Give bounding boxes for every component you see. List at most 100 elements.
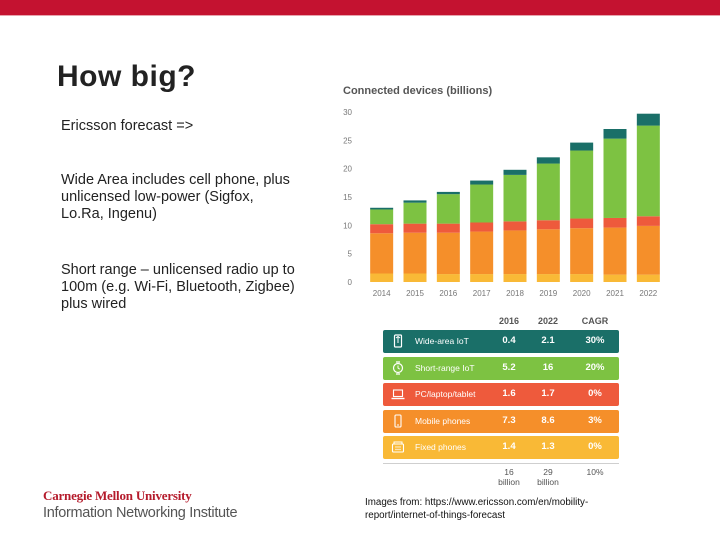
table-row-short-range-iot: Short-range IoT 5.2 16 20% (383, 356, 619, 380)
row-cagr: 3% (588, 414, 602, 426)
y-tick-label: 30 (343, 108, 352, 117)
logo-university: Carnegie Mellon University (43, 488, 192, 503)
bar-segment (536, 274, 560, 282)
y-tick-label: 15 (343, 193, 352, 202)
totals-divider (383, 462, 619, 464)
x-tick-label: 2018 (506, 289, 524, 298)
bar-segment (570, 142, 594, 151)
row-label: PC/laptop/tablet (415, 389, 476, 399)
bar-segment (403, 223, 427, 233)
bar-segment (436, 274, 460, 282)
bar-segment (603, 227, 627, 275)
row-cagr: 30% (585, 335, 605, 346)
bar-segment (370, 209, 394, 225)
row-value-2022: 1.3 (541, 441, 555, 452)
bar-segment (503, 174, 527, 222)
row-value-2022: 16 (542, 361, 554, 373)
row-label: Mobile phones (415, 415, 471, 426)
bar-segment (603, 138, 627, 218)
x-tick-label: 2022 (639, 289, 657, 298)
bar-segment (636, 113, 660, 126)
bar-segment (603, 217, 627, 228)
table-row-fixed-phones: Fixed phones 1.4 1.3 0% (383, 436, 619, 459)
table-row-pc-laptop-tablet: PC/laptop/tablet 1.6 1.7 0% (383, 383, 619, 406)
row-value-2022: 8.6 (541, 414, 555, 426)
row-value-2022: 1.7 (541, 388, 555, 399)
bar-segment (370, 233, 394, 274)
total-2022-value: 29 (543, 466, 553, 477)
total-2016: 16 billion (489, 467, 529, 487)
row-value-2016: 7.3 (502, 414, 516, 426)
x-tick-label: 2015 (406, 289, 424, 298)
bar-segment (636, 225, 660, 275)
header-2016: 2016 (498, 316, 520, 326)
bar-segment (470, 184, 494, 223)
bar-segment (403, 202, 427, 224)
cmu-ini-logo: Carnegie Mellon University Information N… (43, 488, 238, 521)
table-row-wide-area-iot: Wide-area IoT 0.4 2.1 30% (383, 330, 619, 353)
bullet-short-range: Short range – unlicensed radio up to 100… (61, 262, 295, 312)
laptop-icon (391, 389, 405, 400)
cell-tower-icon (393, 334, 403, 348)
cagr-table: 2016 2022 CAGR Wide-area IoT 0.4 2.1 30%… (383, 314, 619, 487)
bullet-ericsson-forecast: Ericsson forecast => (61, 118, 194, 134)
bar-segment (370, 207, 394, 210)
row-value-2016: 0.4 (502, 335, 516, 346)
bar-segment (536, 220, 560, 230)
row-label: Fixed phones (415, 442, 467, 452)
watch-icon (392, 360, 404, 375)
chart-title: Connected devices (billions) (343, 85, 493, 97)
bar-segment (536, 157, 560, 164)
logo-institute: Information Networking Institute (43, 505, 238, 521)
bar-segment (503, 169, 527, 175)
header-cagr: CAGR (581, 316, 609, 326)
y-tick-label: 25 (343, 136, 352, 145)
top-accent-bar (0, 0, 720, 15)
x-tick-label: 2021 (606, 289, 624, 298)
bar-segment (570, 218, 594, 229)
bar-segment (536, 163, 560, 221)
y-tick-label: 5 (348, 250, 353, 259)
x-tick-label: 2020 (573, 289, 591, 298)
bar-segment (603, 274, 627, 282)
table-row-mobile-phones: Mobile phones 7.3 8.6 3% (383, 409, 619, 433)
bar-segment (603, 129, 627, 139)
image-source-caption: Images from: https://www.ericsson.com/en… (365, 497, 589, 521)
row-value-2016: 1.6 (502, 388, 516, 399)
total-cagr: 10% (586, 466, 604, 477)
bar-segment (470, 274, 494, 282)
bar-segment (503, 274, 527, 282)
bar-segment (570, 150, 594, 219)
table-header: 2016 2022 CAGR (383, 314, 619, 330)
bar-segment (503, 221, 527, 231)
total-2022-unit: billion (537, 476, 559, 487)
desk-phone-icon (391, 441, 405, 453)
bar-segment (370, 273, 394, 282)
bar-segment (570, 228, 594, 275)
bar-segment (470, 180, 494, 185)
row-value-2016: 5.2 (502, 361, 516, 373)
mobile-phone-icon (394, 413, 402, 428)
bar-segment (470, 222, 494, 232)
row-label: Short-range IoT (415, 362, 475, 373)
table-totals: 16 billion 29 billion 10% (383, 462, 619, 487)
bar-segment (636, 216, 660, 226)
bar-segment (636, 125, 660, 217)
bar-segment (403, 200, 427, 203)
row-cagr: 20% (585, 361, 605, 373)
top-accent-line (0, 15, 720, 16)
bar-segment (436, 191, 460, 195)
total-2016-value: 16 (504, 466, 514, 477)
y-tick-label: 10 (343, 221, 352, 230)
bar-segment (436, 194, 460, 224)
bar-segment (470, 231, 494, 275)
row-value-2022: 2.1 (541, 335, 555, 346)
header-2022: 2022 (537, 316, 559, 326)
total-2022: 29 billion (528, 467, 568, 487)
x-tick-label: 2014 (373, 289, 391, 298)
bar-segment (536, 229, 560, 275)
row-value-2016: 1.4 (502, 441, 516, 452)
bar-segment (503, 230, 527, 275)
row-cagr: 0% (588, 388, 602, 399)
bar-segment (403, 273, 427, 282)
